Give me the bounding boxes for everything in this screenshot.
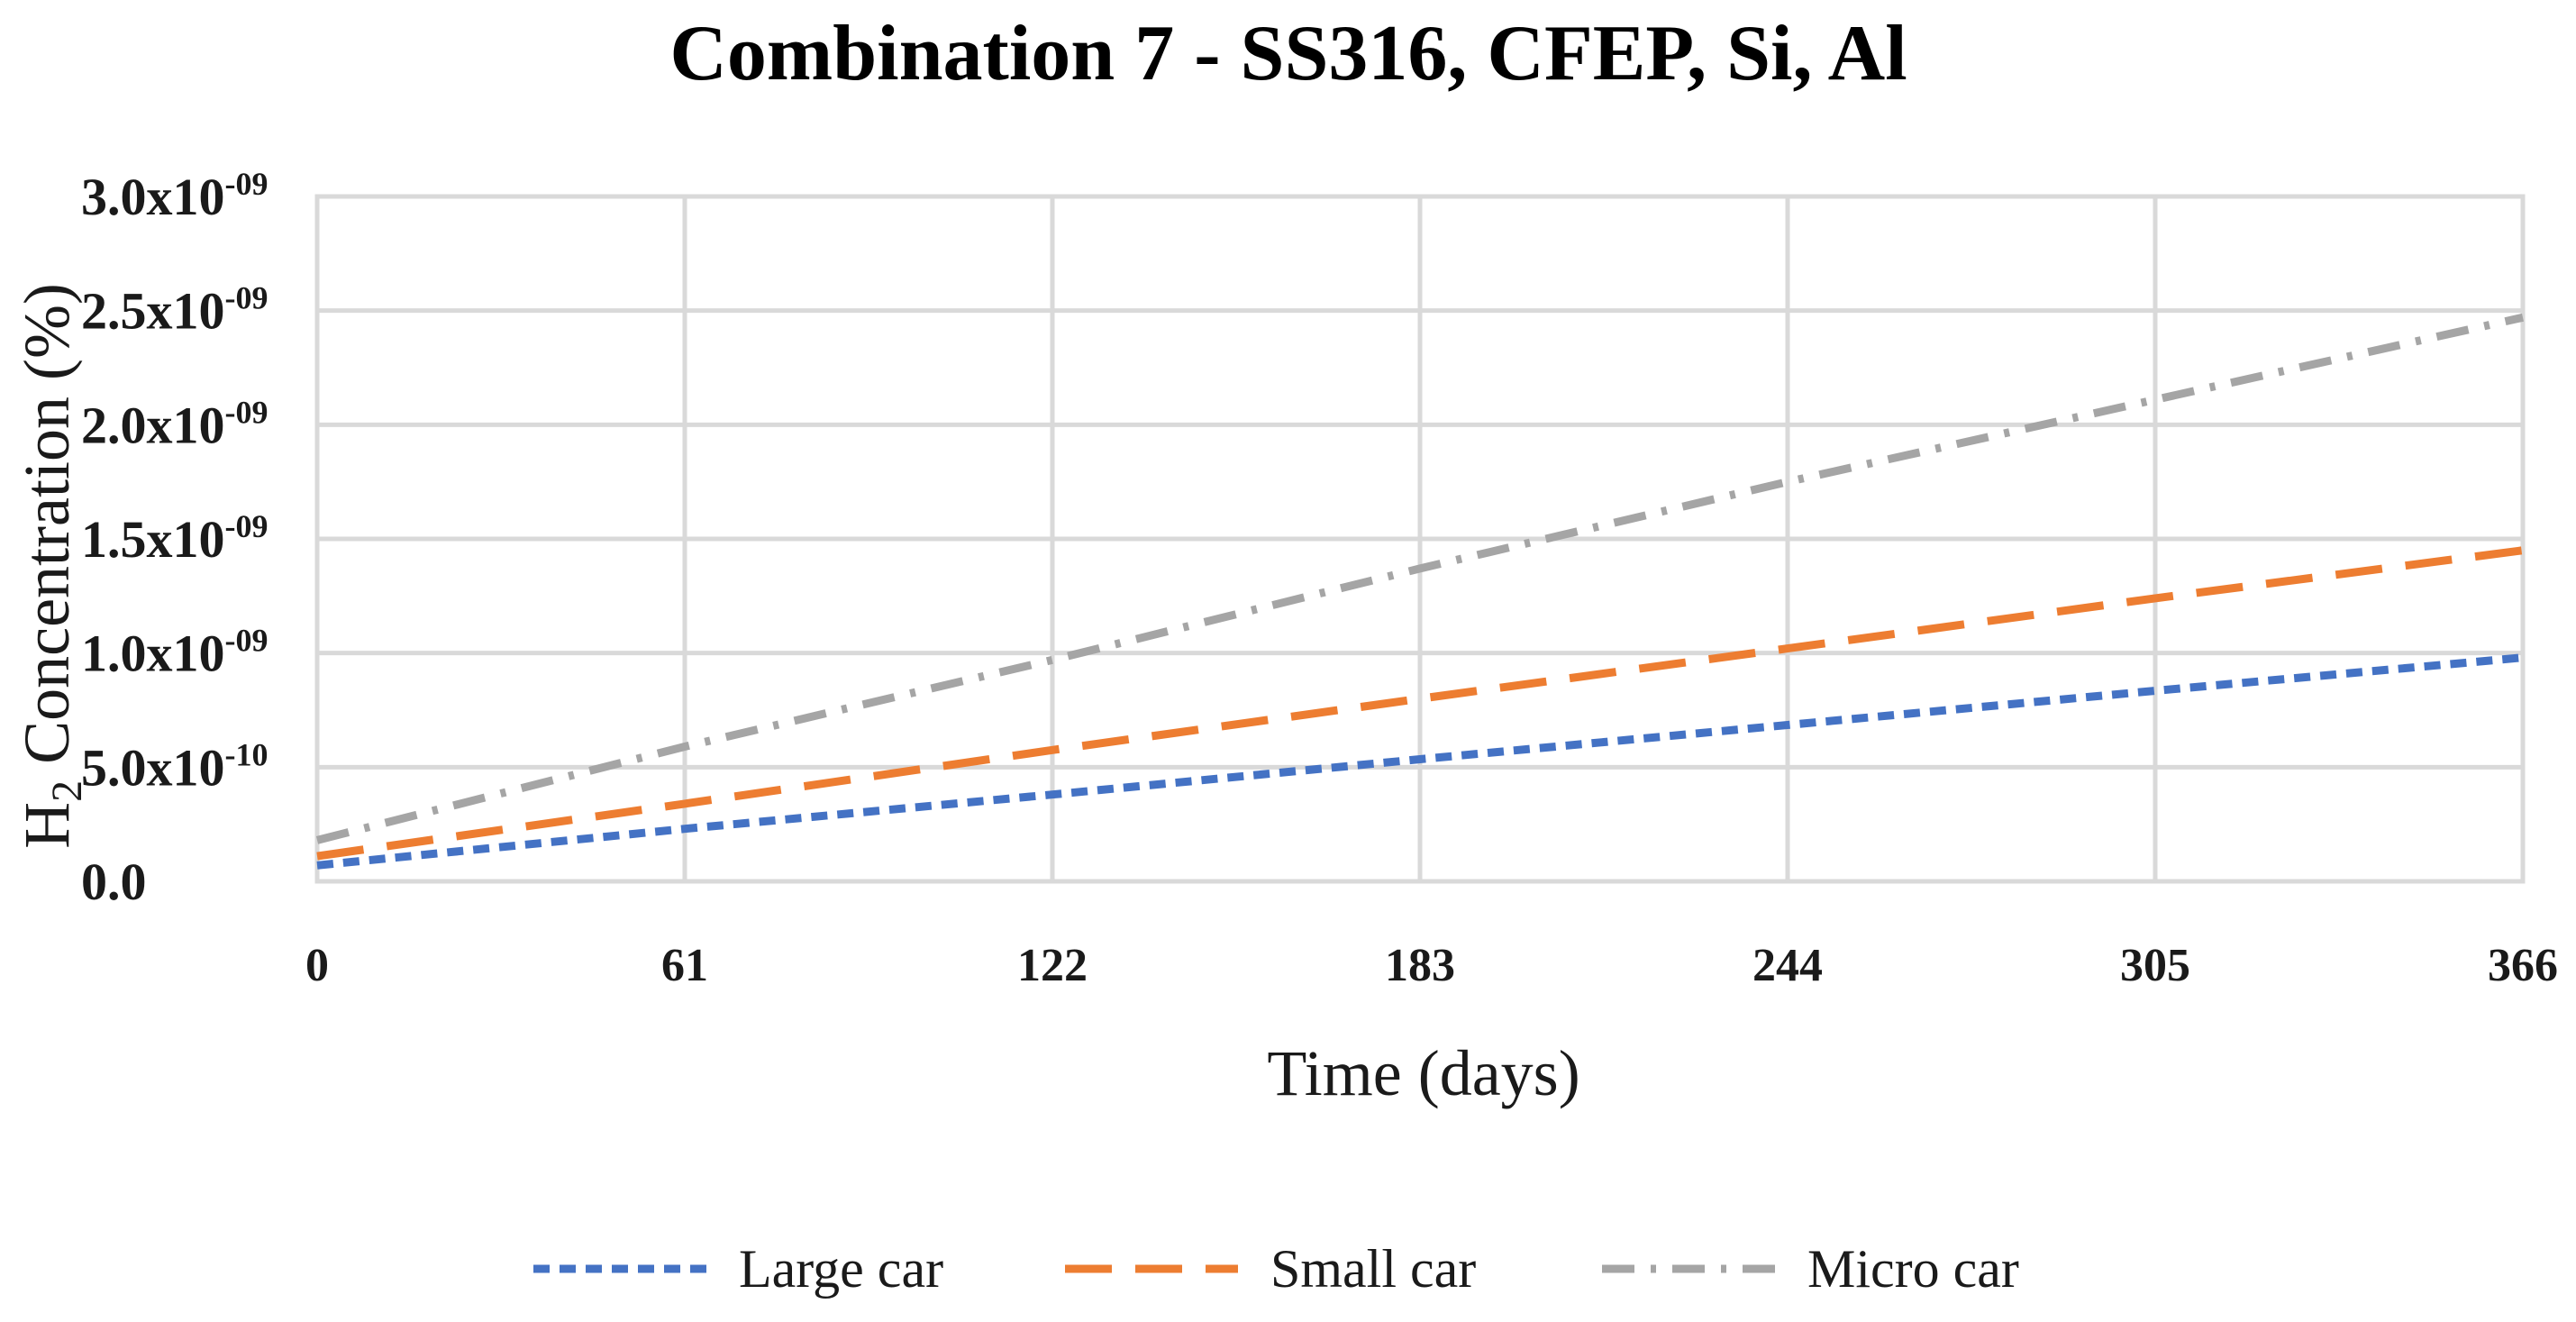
y-tick-mantissa: 2.0x10 bbox=[81, 396, 225, 454]
y-tick-label: 0.0 bbox=[81, 852, 147, 911]
y-tick-mantissa: 1.5x10 bbox=[81, 510, 225, 569]
legend: Large car Small car Micro car bbox=[533, 1239, 2019, 1299]
y-tick-exponent: -09 bbox=[225, 623, 269, 659]
x-tick-label: 0 bbox=[305, 940, 329, 991]
x-tick-label: 305 bbox=[2120, 940, 2190, 991]
y-tick-exponent: -09 bbox=[225, 394, 269, 430]
chart-title: Combination 7 - SS316, CFEP, Si, Al bbox=[669, 10, 1907, 97]
y-tick-mantissa: 1.0x10 bbox=[81, 625, 225, 683]
legend-item-small-car: Small car bbox=[1065, 1239, 1476, 1299]
y-tick-mantissa: 2.5x10 bbox=[81, 282, 225, 341]
data-series bbox=[315, 313, 2524, 870]
legend-item-micro-car: Micro car bbox=[1602, 1239, 2019, 1299]
x-tick-label: 244 bbox=[1752, 940, 1823, 991]
y-tick-label: 2.5x10-09 bbox=[81, 280, 269, 341]
x-axis-ticks: 0 61 122 183 244 305 366 bbox=[305, 940, 2558, 991]
y-tick-exponent: -09 bbox=[225, 508, 269, 544]
series-line-small-car bbox=[316, 546, 2524, 861]
series-line-micro-car bbox=[315, 313, 2524, 844]
y-axis-title: H2 Concentration (%) bbox=[11, 283, 91, 849]
y-tick-label: 2.0x10-09 bbox=[81, 394, 269, 454]
plot-area-frame bbox=[314, 194, 2526, 884]
y-tick-label: 1.0x10-09 bbox=[81, 623, 269, 683]
y-axis-title-prefix: H bbox=[11, 802, 83, 849]
legend-item-large-car: Large car bbox=[533, 1239, 943, 1299]
y-tick-exponent: -09 bbox=[225, 166, 269, 202]
y-tick-label: 5.0x10-10 bbox=[81, 736, 269, 797]
legend-label: Small car bbox=[1270, 1239, 1476, 1299]
y-tick-exponent: -09 bbox=[225, 280, 269, 316]
y-tick-exponent: -10 bbox=[225, 736, 269, 772]
x-tick-label: 122 bbox=[1017, 940, 1088, 991]
legend-label: Large car bbox=[739, 1239, 943, 1299]
x-tick-label: 61 bbox=[661, 940, 708, 991]
y-axis-title-subscript: 2 bbox=[43, 780, 91, 802]
legend-label: Micro car bbox=[1807, 1239, 2019, 1299]
x-axis-title: Time (days) bbox=[1267, 1037, 1579, 1109]
y-tick-label: 3.0x10-09 bbox=[81, 166, 269, 226]
x-tick-label: 183 bbox=[1385, 940, 1455, 991]
gridlines bbox=[314, 194, 2526, 884]
y-tick-mantissa: 0.0 bbox=[81, 852, 147, 911]
y-axis-ticks: 0.05.0x10-101.0x10-091.5x10-092.0x10-092… bbox=[81, 166, 269, 911]
x-tick-label: 366 bbox=[2488, 940, 2558, 991]
y-axis-title-suffix: Concentration (%) bbox=[11, 283, 83, 780]
y-tick-mantissa: 3.0x10 bbox=[81, 168, 225, 226]
series-line-large-car bbox=[316, 653, 2524, 870]
y-tick-label: 1.5x10-09 bbox=[81, 508, 269, 569]
y-tick-mantissa: 5.0x10 bbox=[81, 738, 225, 797]
